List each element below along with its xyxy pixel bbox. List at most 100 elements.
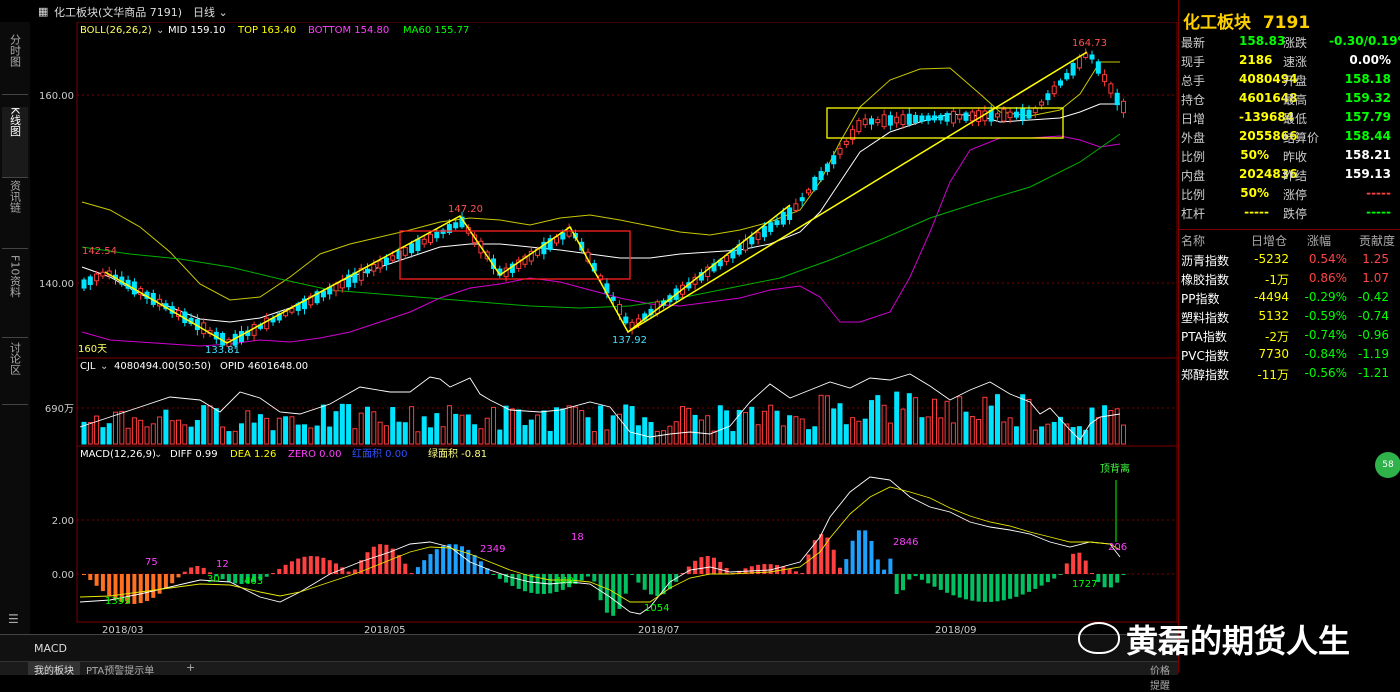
price-alert-link[interactable]: 价格提醒	[1150, 666, 1170, 692]
column-header[interactable]: 涨幅	[1307, 234, 1332, 248]
candle	[346, 274, 352, 288]
macd-num: 1054	[644, 603, 669, 614]
volume-bar	[894, 391, 900, 445]
quote-label: 最低	[1283, 112, 1308, 126]
volume-bar	[245, 410, 251, 445]
macd-bar	[806, 554, 811, 574]
table-row[interactable]: 塑料指数 5132 -0.59% -0.74	[1179, 309, 1397, 328]
instrument-title[interactable]: 化工板块(文华商品 7191)	[54, 6, 183, 19]
volume-bar	[818, 394, 824, 445]
macd-bar	[1090, 573, 1094, 574]
macd-bar	[132, 574, 137, 604]
macd-bar	[655, 574, 660, 596]
quote-value: 0.00%	[1349, 53, 1391, 67]
tab-strip: 我的板块 PTA预警提示单 + 价格提醒	[0, 661, 1178, 692]
candle	[251, 324, 257, 336]
boll-label: BOLL(26,26,2)	[80, 25, 152, 36]
trendline-2	[627, 51, 1088, 333]
candle	[761, 226, 767, 238]
volume-bar	[396, 421, 402, 445]
candle	[1013, 111, 1019, 118]
add-tab-button[interactable]: +	[186, 661, 196, 674]
candle	[1102, 74, 1108, 82]
volume-bar	[1039, 426, 1045, 445]
volume-bar	[220, 426, 226, 445]
macd-bar	[327, 560, 332, 574]
tab-pta-alert[interactable]: PTA预警提示单	[86, 666, 155, 677]
tab-news[interactable]: 资讯链	[2, 180, 28, 249]
menu-icon[interactable]: ▦	[38, 5, 49, 18]
table-row[interactable]: 橡胶指数 -1万 0.86% 1.07	[1179, 271, 1397, 290]
volume-bar	[881, 404, 887, 445]
volume-bar	[390, 407, 396, 445]
range-box-yellow	[826, 107, 1064, 139]
volume-bar	[642, 417, 648, 445]
table-row[interactable]: PTA指数 -2万 -0.74% -0.96	[1179, 328, 1397, 347]
macd-bar	[390, 548, 395, 574]
candle	[919, 115, 925, 122]
table-row[interactable]: 沥青指数 -5232 0.54% 1.25	[1179, 252, 1397, 271]
quote-label: 杠杆	[1181, 207, 1206, 221]
quote-row: 总手 4080494 开盘 158.18	[1179, 72, 1397, 91]
volume-bar	[566, 405, 572, 445]
period-selector[interactable]: 日线 ⌄	[193, 4, 228, 20]
macd-bar	[296, 558, 301, 574]
tab-f10[interactable]: F10资料	[2, 255, 28, 338]
macd-bar	[302, 556, 307, 574]
quote-label: 昨收	[1283, 150, 1308, 164]
indicator-name[interactable]: MACD	[34, 642, 67, 655]
candle	[396, 250, 402, 260]
candle	[969, 111, 975, 122]
column-header[interactable]: 名称	[1181, 234, 1206, 248]
macd-bar	[592, 574, 597, 582]
table-row[interactable]: PP指数 -4494 -0.29% -0.42	[1179, 290, 1397, 309]
table-row[interactable]: PVC指数 7730 -0.84% -1.19	[1179, 347, 1397, 366]
macd-bar	[138, 574, 143, 604]
macd-bar	[869, 540, 874, 574]
tab-timeshare[interactable]: 分时图	[2, 34, 28, 95]
macd-bar	[378, 544, 383, 574]
macd-bar	[586, 574, 590, 577]
vol-chevron-icon: ⌄	[100, 361, 108, 372]
macd-bar	[163, 574, 168, 589]
candle	[881, 114, 887, 128]
macd-bar	[541, 574, 546, 594]
tab-my-sector[interactable]: 我的板块	[28, 662, 80, 677]
row-con: -1.21	[1357, 366, 1389, 380]
macd-bar	[478, 561, 483, 574]
boll-bottom-line	[81, 135, 1121, 347]
candle	[415, 238, 421, 251]
macd-chevron-icon: ⌄	[154, 449, 162, 460]
candle	[1026, 109, 1032, 119]
volume-bar	[705, 415, 711, 445]
macd-bar	[82, 574, 86, 575]
quote-value: 158.83	[1239, 34, 1286, 48]
volume-bar	[207, 405, 213, 445]
tab-discuss[interactable]: 讨论区	[2, 342, 28, 405]
column-header[interactable]: 贡献度	[1359, 234, 1396, 248]
kline-chart[interactable]: 160.00 140.00 690万 2.00 0.00 BOLL(26,26,…	[30, 22, 1178, 634]
period-label: 日线	[193, 6, 215, 19]
macd-bar	[1001, 574, 1006, 601]
macd-bar	[214, 574, 219, 577]
candle	[547, 238, 553, 250]
list-icon[interactable]: ☰	[8, 612, 19, 626]
candle	[1007, 111, 1013, 119]
row-chg: -0.29%	[1304, 290, 1347, 304]
macd-bar	[422, 560, 427, 574]
volume-bar	[761, 410, 767, 445]
quote-value: 50%	[1240, 148, 1269, 162]
macd-bar	[208, 572, 212, 574]
table-row[interactable]: 郑醇指数 -11万 -0.56% -1.21	[1179, 366, 1397, 385]
float-badge[interactable]: 58	[1375, 452, 1400, 478]
macd-bar	[352, 569, 357, 574]
column-header[interactable]: 日增仓	[1251, 234, 1288, 248]
macd-bar	[176, 574, 181, 578]
quote-value: 2055866	[1239, 129, 1298, 143]
volume-bar	[749, 406, 755, 445]
macd-num: 2349	[480, 544, 505, 555]
quote-value: -----	[1366, 186, 1391, 200]
volume-bar	[875, 395, 881, 445]
volume-bar	[906, 393, 912, 445]
tab-kline[interactable]: K线图	[2, 107, 28, 178]
